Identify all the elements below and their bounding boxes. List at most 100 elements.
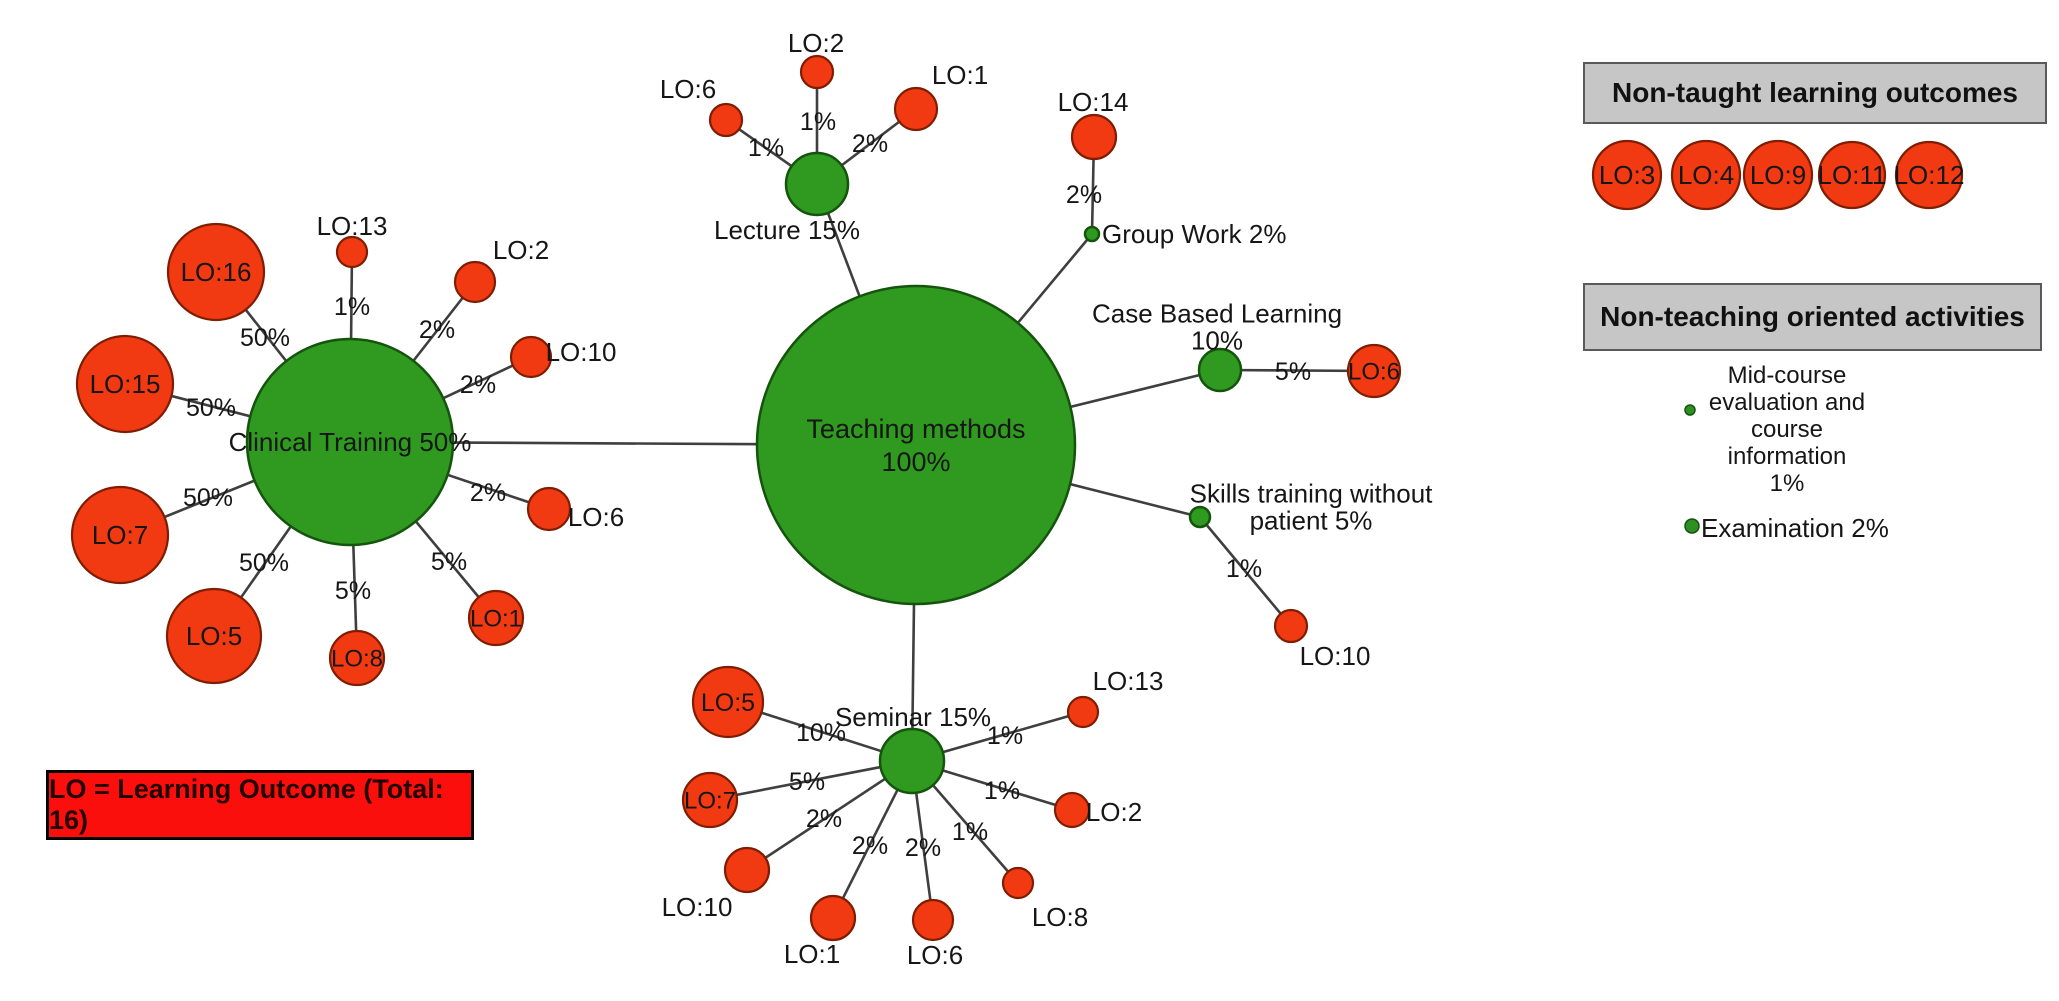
edge-pct-clinical-cl-lo16: 50% <box>240 324 290 352</box>
edge-pct-seminar-sem-lo7: 5% <box>789 768 825 796</box>
edge-pct-clinical-cl-lo7: 50% <box>183 484 233 512</box>
node-sem-lo8-label: LO:8 <box>1032 902 1088 932</box>
node-cl-lo6 <box>526 486 572 532</box>
edge-pct-clinical-cl-lo13: 1% <box>334 293 370 321</box>
node-clinical <box>245 337 455 547</box>
node-lec-lo1 <box>893 86 939 132</box>
node-casebased <box>1197 347 1243 393</box>
node-lec-lo6 <box>708 102 744 138</box>
edge-pct-casebased-cb-lo6: 5% <box>1275 358 1311 386</box>
node-nt-lo12-label: LO:12 <box>1894 160 1965 190</box>
non-teaching-header: Non-teaching oriented activities <box>1583 283 2042 351</box>
node-exam-dot-icon <box>1684 518 1700 534</box>
non-taught-header: Non-taught learning outcomes <box>1583 62 2047 124</box>
node-sem-lo5-label: LO:5 <box>701 689 755 717</box>
node-lecture <box>784 151 850 217</box>
node-lec-lo2 <box>799 54 835 90</box>
node-sem-lo5 <box>691 665 765 739</box>
node-cl-lo15-label: LO:15 <box>90 369 161 399</box>
node-sem-lo2 <box>1053 791 1091 829</box>
edge-pct-clinical-cl-lo8: 5% <box>335 577 371 605</box>
node-sk-lo10 <box>1273 608 1309 644</box>
node-cl-lo2 <box>453 260 497 304</box>
edge-pct-lecture-lec-lo1: 2% <box>852 130 888 158</box>
edge-pct-seminar-sem-lo8: 1% <box>952 818 988 846</box>
edge-pct-lecture-lec-lo6: 1% <box>748 134 784 162</box>
node-cl-lo10-label: LO:10 <box>546 337 617 367</box>
node-seminar-name-label: Seminar 15% <box>835 702 991 732</box>
node-sem-lo1-label: LO:1 <box>784 939 840 969</box>
node-seminar <box>878 727 946 795</box>
node-skills-name-label: Skills training without patient 5% <box>1190 479 1434 536</box>
node-groupwork <box>1083 225 1101 243</box>
edge-pct-seminar-sem-lo5: 10% <box>796 719 846 747</box>
node-nt-lo9-label: LO:9 <box>1750 160 1806 190</box>
node-cl-lo16 <box>166 222 266 322</box>
node-cl-lo7-label: LO:7 <box>92 520 148 550</box>
node-nt-lo9 <box>1742 139 1814 211</box>
mid-course-evaluation-label: Mid-course evaluation and course informa… <box>1708 362 1866 497</box>
node-lec-lo6-label: LO:6 <box>660 74 716 104</box>
node-cl-lo5 <box>165 587 263 685</box>
node-cl-lo16-label: LO:16 <box>181 257 252 287</box>
edge-pct-seminar-sem-lo10: 2% <box>806 805 842 833</box>
edge-skills-sk-lo10 <box>1199 516 1292 627</box>
node-cl-lo10 <box>509 335 553 379</box>
edge-pct-clinical-cl-lo2: 2% <box>419 316 455 344</box>
node-sem-lo6-label: LO:6 <box>907 940 963 970</box>
edge-pct-clinical-cl-lo15: 50% <box>186 394 236 422</box>
non-taught-header-label: Non-taught learning outcomes <box>1612 77 2018 108</box>
node-sk-lo10-label: LO:10 <box>1300 641 1371 671</box>
node-casebased-name-label: Case Based Learning 10% <box>1092 299 1342 356</box>
node-cb-lo6-label: LO:6 <box>1348 358 1400 385</box>
node-cl-lo13-label: LO:13 <box>317 211 388 241</box>
node-sem-lo10-label: LO:10 <box>662 892 733 922</box>
edge-pct-seminar-sem-lo6: 2% <box>905 834 941 862</box>
edge-pct-seminar-sem-lo2: 1% <box>984 777 1020 805</box>
node-nt-lo12 <box>1894 140 1964 210</box>
node-clinical-label: Clinical Training 50% <box>229 427 472 457</box>
node-sem-lo8 <box>1001 866 1035 900</box>
node-cl-lo7 <box>70 485 170 585</box>
node-cl-lo5-label: LO:5 <box>186 621 242 651</box>
edge-pct-groupwork-gw-lo14: 2% <box>1066 181 1102 209</box>
legend-note-label: LO = Learning Outcome (Total: 16) <box>49 774 444 835</box>
node-gw-lo14-label: LO:14 <box>1058 87 1129 117</box>
node-sem-lo1 <box>809 894 857 942</box>
node-gw-lo14 <box>1070 113 1118 161</box>
node-teaching <box>755 284 1077 606</box>
node-cl-lo13 <box>335 235 369 269</box>
edge-seminar-sem-lo7 <box>709 759 913 802</box>
edge-pct-clinical-cl-lo6: 2% <box>470 479 506 507</box>
node-sem-lo10 <box>723 846 771 894</box>
non-teaching-header-label: Non-teaching oriented activities <box>1600 301 2025 332</box>
edge-pct-skills-sk-lo10: 1% <box>1226 555 1262 583</box>
node-nt-lo4-label: LO:4 <box>1678 160 1734 190</box>
node-cb-lo6 <box>1346 343 1402 399</box>
node-mid-dot-icon <box>1684 404 1696 416</box>
node-lecture-name-label: Lecture 15% <box>714 215 860 245</box>
node-nt-lo3-label: LO:3 <box>1599 160 1655 190</box>
node-cl-lo15 <box>75 334 175 434</box>
node-cl-lo6-label: LO:6 <box>568 502 624 532</box>
edge-pct-clinical-cl-lo10: 2% <box>460 371 496 399</box>
node-cl-lo8-label: LO:8 <box>331 645 383 672</box>
node-teaching-label: Teaching methods 100% <box>806 414 1025 477</box>
edge-pct-seminar-sem-lo13: 1% <box>987 722 1023 750</box>
node-sem-lo2-label: LO:2 <box>1086 797 1142 827</box>
node-nt-lo11-label: LO:11 <box>1818 160 1887 190</box>
node-nt-lo4 <box>1670 139 1742 211</box>
node-lec-lo2-label: LO:2 <box>788 28 844 58</box>
node-cl-lo1 <box>467 589 525 647</box>
node-lec-lo1-label: LO:1 <box>932 60 988 90</box>
node-cl-lo8 <box>328 629 386 687</box>
edge-pct-clinical-cl-lo1: 5% <box>431 548 467 576</box>
legend-note-box: LO = Learning Outcome (Total: 16) <box>46 770 474 840</box>
node-skills <box>1188 505 1212 529</box>
node-nt-lo3 <box>1591 139 1663 211</box>
edge-pct-clinical-cl-lo5: 50% <box>239 549 289 577</box>
node-sem-lo13 <box>1066 695 1100 729</box>
edge-pct-seminar-sem-lo1: 2% <box>852 832 888 860</box>
